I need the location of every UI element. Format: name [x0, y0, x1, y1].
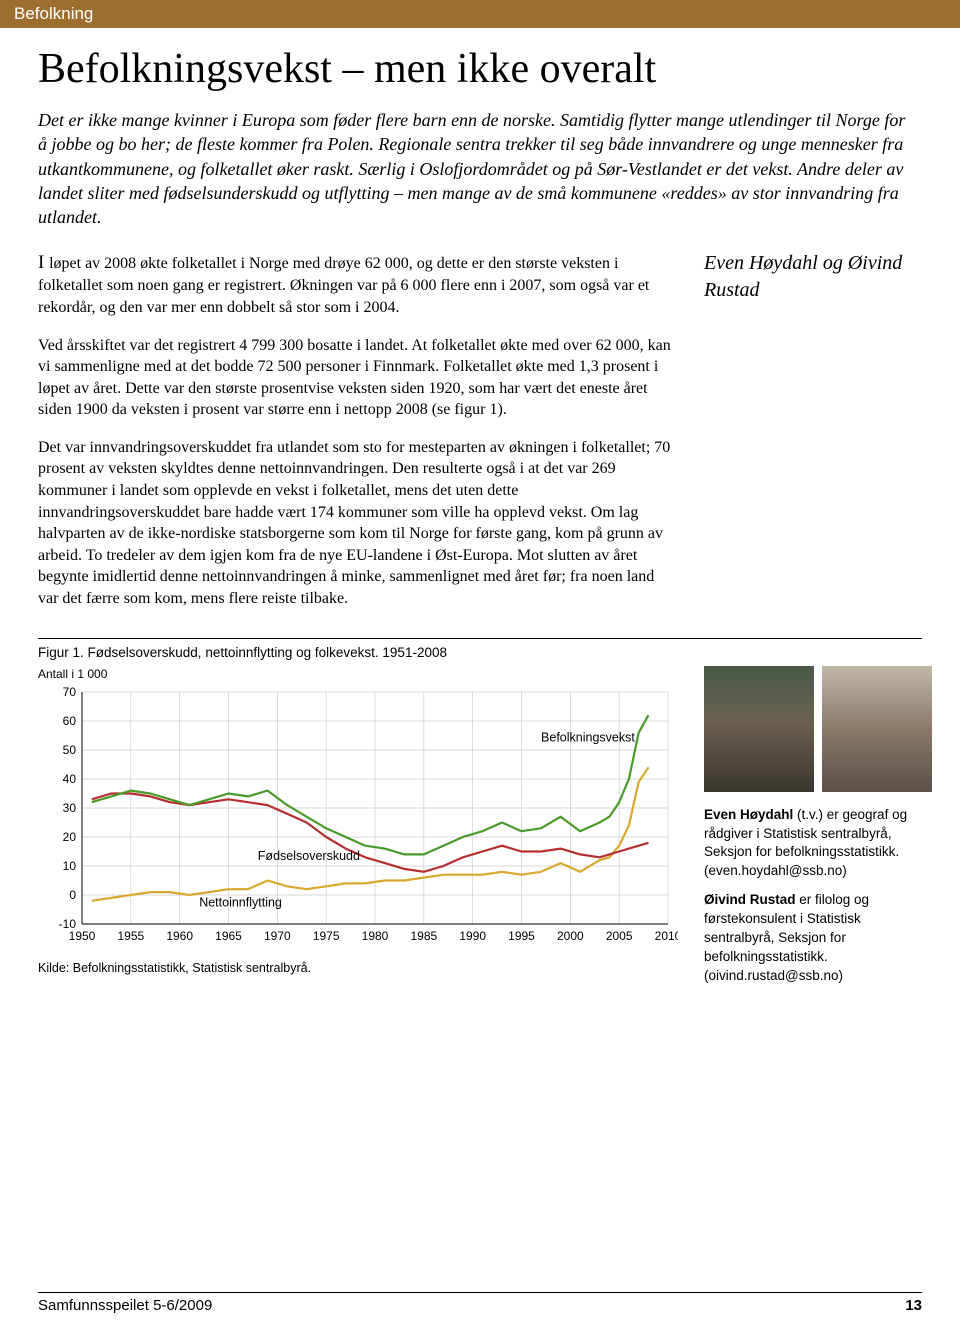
- author-photos: [704, 666, 932, 792]
- svg-text:50: 50: [63, 743, 77, 757]
- publication-name: Samfunnsspeilet 5-6/2009: [38, 1297, 212, 1314]
- line-chart: Antall i 1 000-1001020304050607019501955…: [38, 666, 678, 946]
- figure-caption: Figur 1. Fødselsoverskudd, nettoinnflytt…: [38, 645, 922, 660]
- bio1-name: Even Høydahl: [704, 807, 793, 822]
- svg-text:1950: 1950: [69, 929, 96, 943]
- page-footer: Samfunnsspeilet 5-6/2009 13: [38, 1292, 922, 1314]
- svg-text:1955: 1955: [117, 929, 144, 943]
- svg-text:20: 20: [63, 830, 77, 844]
- author-bio-2: Øivind Rustad er filolog og førstekonsul…: [704, 891, 932, 985]
- author-photo-2: [822, 666, 932, 792]
- svg-text:40: 40: [63, 772, 77, 786]
- chart-block: Antall i 1 000-1001020304050607019501955…: [38, 666, 678, 975]
- paragraph-1-text: løpet av 2008 økte folketallet i Norge m…: [38, 255, 649, 316]
- article-headline: Befolkningsvekst – men ikke overalt: [38, 46, 922, 92]
- article-content: Befolkningsvekst – men ikke overalt Det …: [0, 28, 960, 996]
- paragraph-2: Ved årsskiftet var det registrert 4 799 …: [38, 335, 674, 421]
- svg-text:10: 10: [63, 859, 77, 873]
- svg-text:1985: 1985: [410, 929, 437, 943]
- side-column: Even Høydahl og Øivind Rustad: [704, 250, 922, 626]
- svg-text:1975: 1975: [313, 929, 340, 943]
- svg-text:2005: 2005: [606, 929, 633, 943]
- author-photo-1: [704, 666, 814, 792]
- article-intro: Det er ikke mange kvinner i Europa som f…: [38, 108, 908, 229]
- section-header: Befolkning: [0, 0, 960, 28]
- figure-source: Kilde: Befolkningsstatistikk, Statistisk…: [38, 961, 678, 975]
- author-sidebar: Even Høydahl (t.v.) er geograf og rådgiv…: [704, 666, 932, 996]
- main-column: I løpet av 2008 økte folketallet i Norge…: [38, 250, 674, 626]
- svg-text:60: 60: [63, 714, 77, 728]
- figure-section: Figur 1. Fødselsoverskudd, nettoinnflytt…: [38, 638, 922, 996]
- svg-text:1970: 1970: [264, 929, 291, 943]
- svg-text:1960: 1960: [166, 929, 193, 943]
- bio2-name: Øivind Rustad: [704, 892, 796, 907]
- dropcap: I: [38, 252, 49, 273]
- svg-text:70: 70: [63, 685, 77, 699]
- svg-text:Antall i 1 000: Antall i 1 000: [38, 667, 108, 681]
- page-number: 13: [905, 1297, 922, 1314]
- svg-text:1965: 1965: [215, 929, 242, 943]
- svg-text:0: 0: [69, 888, 76, 902]
- svg-text:Fødselsoverskudd: Fødselsoverskudd: [258, 849, 360, 863]
- paragraph-3: Det var innvandringsoverskuddet fra utla…: [38, 437, 674, 610]
- svg-text:2000: 2000: [557, 929, 584, 943]
- svg-text:Befolkningsvekst: Befolkningsvekst: [541, 730, 635, 744]
- author-bio-1: Even Høydahl (t.v.) er geograf og rådgiv…: [704, 806, 932, 882]
- paragraph-1: I løpet av 2008 økte folketallet i Norge…: [38, 250, 674, 319]
- svg-text:1990: 1990: [459, 929, 486, 943]
- svg-text:30: 30: [63, 801, 77, 815]
- svg-text:1995: 1995: [508, 929, 535, 943]
- svg-text:Nettoinnflytting: Nettoinnflytting: [199, 895, 282, 909]
- svg-text:1980: 1980: [362, 929, 389, 943]
- authors-byline: Even Høydahl og Øivind Rustad: [704, 250, 922, 304]
- svg-text:2010: 2010: [655, 929, 678, 943]
